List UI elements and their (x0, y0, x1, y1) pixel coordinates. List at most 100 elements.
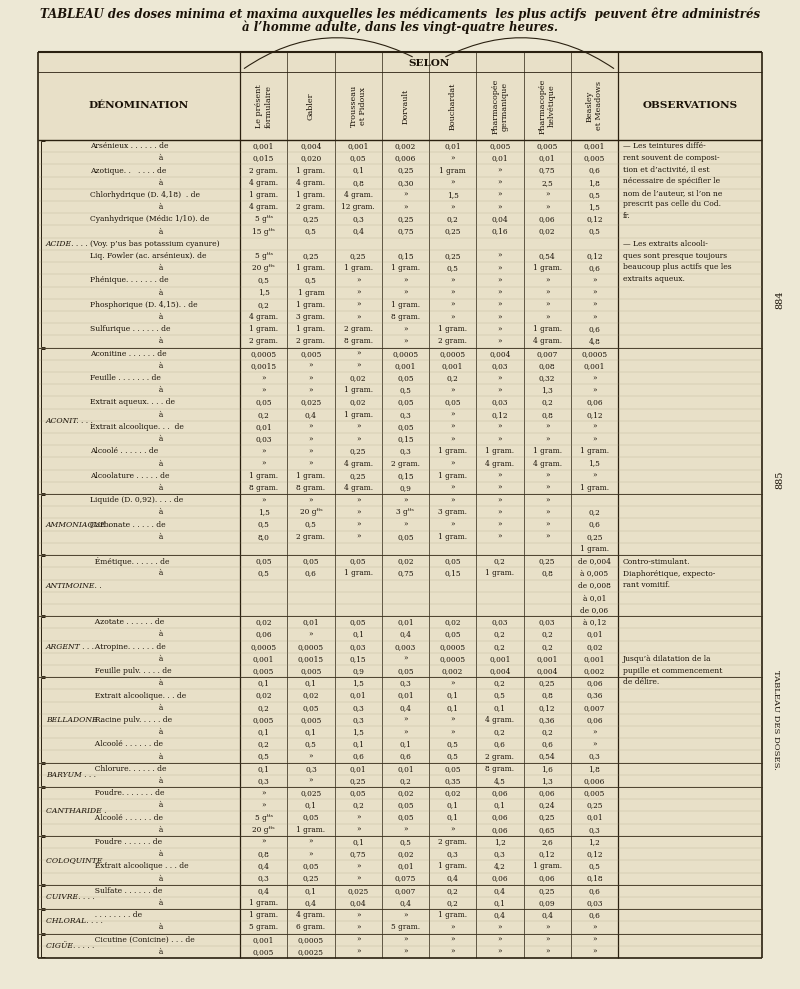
Text: 1 gram.: 1 gram. (533, 447, 562, 455)
Text: »: » (403, 911, 408, 919)
Text: »: » (498, 289, 502, 297)
Text: 0,32: 0,32 (539, 374, 555, 382)
Text: »: » (356, 874, 361, 882)
Text: à l’homme adulte, dans les vingt-quatre heures.: à l’homme adulte, dans les vingt-quatre … (242, 20, 558, 34)
Text: Beasley
et Meadows: Beasley et Meadows (586, 81, 603, 131)
Text: 0,1: 0,1 (352, 741, 364, 749)
Text: 4 gram.: 4 gram. (249, 179, 278, 187)
Text: 0,0005: 0,0005 (298, 936, 324, 944)
Text: »: » (498, 387, 502, 395)
Text: 0,2: 0,2 (258, 410, 270, 418)
Text: 0,05: 0,05 (255, 557, 272, 565)
Text: à: à (90, 753, 163, 761)
Text: »: » (498, 203, 502, 211)
Text: 1 gram.: 1 gram. (249, 899, 278, 907)
Text: »: » (262, 460, 266, 468)
Text: 0,2: 0,2 (446, 887, 458, 895)
Text: 0,35: 0,35 (444, 777, 461, 785)
Text: Poudre . . . . . . de: Poudre . . . . . . de (90, 838, 162, 846)
Text: 0,02: 0,02 (539, 227, 555, 235)
Text: 0,5: 0,5 (589, 862, 600, 870)
Text: »: » (309, 496, 313, 504)
Text: 0,0005: 0,0005 (250, 643, 277, 651)
Text: 0,01: 0,01 (397, 862, 414, 870)
Text: à 0,12: à 0,12 (582, 618, 606, 626)
Text: »: » (592, 301, 597, 309)
Text: »: » (592, 374, 597, 382)
Text: 0,08: 0,08 (539, 362, 555, 370)
Text: »: » (498, 508, 502, 516)
Text: à: à (90, 947, 163, 956)
Text: 1 gram.: 1 gram. (343, 387, 373, 395)
Text: rant vomitif.: rant vomitif. (623, 582, 670, 589)
Text: 0,06: 0,06 (586, 716, 602, 724)
Text: 0,4: 0,4 (399, 704, 411, 712)
Text: 1,5: 1,5 (352, 679, 364, 687)
Text: »: » (262, 387, 266, 395)
Text: 0,12: 0,12 (586, 216, 602, 224)
Text: 0,25: 0,25 (397, 216, 414, 224)
Text: 0,1: 0,1 (305, 801, 317, 809)
Text: 0,2: 0,2 (542, 399, 553, 406)
Text: »: » (403, 276, 408, 285)
Text: Trousseau
et Pidoux: Trousseau et Pidoux (350, 85, 366, 128)
Text: 0,001: 0,001 (537, 655, 558, 663)
Text: nom de l’auteur, si l’on ne: nom de l’auteur, si l’on ne (623, 189, 722, 197)
Text: »: » (545, 936, 550, 944)
Text: »: » (545, 435, 550, 443)
Text: 0,24: 0,24 (539, 801, 555, 809)
Text: 0,25: 0,25 (586, 533, 602, 541)
Text: Aconitine . . . . . . de: Aconitine . . . . . . de (90, 350, 166, 358)
Text: 0,005: 0,005 (584, 789, 605, 797)
Text: 0,6: 0,6 (541, 741, 553, 749)
Text: 5 gᵗᵗˢ: 5 gᵗᵗˢ (254, 252, 273, 260)
Text: 0,65: 0,65 (539, 826, 555, 834)
Text: Gabler: Gabler (307, 92, 315, 120)
Text: 0,005: 0,005 (300, 668, 322, 675)
Text: »: » (309, 447, 313, 455)
Text: »: » (498, 947, 502, 956)
Text: Phénique. . . . . . . de: Phénique. . . . . . . de (90, 276, 169, 285)
Text: 1 gram: 1 gram (439, 166, 466, 174)
Text: »: » (356, 924, 361, 932)
Text: 12 gram.: 12 gram. (342, 203, 375, 211)
Text: 1 gram.: 1 gram. (296, 191, 326, 199)
Text: 0,8: 0,8 (541, 570, 553, 578)
Text: »: » (450, 924, 455, 932)
Text: »: » (592, 289, 597, 297)
Text: 0,25: 0,25 (350, 777, 366, 785)
Text: 0,12: 0,12 (586, 851, 602, 858)
Text: 1 gram.: 1 gram. (249, 911, 278, 919)
Text: à: à (90, 154, 163, 162)
Text: 1,5: 1,5 (446, 191, 458, 199)
Text: 8 gram.: 8 gram. (391, 314, 420, 321)
Text: à: à (90, 460, 163, 468)
Text: »: » (403, 203, 408, 211)
Text: ANTIMOINE. .: ANTIMOINE. . (46, 582, 102, 589)
Text: »: » (450, 387, 455, 395)
Text: à: à (90, 387, 163, 395)
Text: »: » (262, 801, 266, 809)
Text: 0,03: 0,03 (350, 643, 366, 651)
Text: »: » (498, 337, 502, 345)
Text: 0,5: 0,5 (446, 741, 458, 749)
Text: 0,1: 0,1 (352, 166, 364, 174)
Text: »: » (403, 716, 408, 724)
Text: 0,25: 0,25 (444, 227, 461, 235)
Text: DÉNOMINATION: DÉNOMINATION (89, 102, 189, 111)
Text: 8 gram.: 8 gram. (296, 484, 326, 492)
Text: 0,2: 0,2 (399, 777, 411, 785)
Text: »: » (545, 276, 550, 285)
Text: 0,06: 0,06 (491, 826, 508, 834)
Text: 0,2: 0,2 (542, 630, 553, 639)
Text: 2 gram.: 2 gram. (391, 460, 420, 468)
Text: 0,15: 0,15 (397, 435, 414, 443)
Text: 0,004: 0,004 (300, 142, 322, 150)
Text: »: » (545, 314, 550, 321)
Text: 0,1: 0,1 (258, 679, 270, 687)
Text: »: » (450, 410, 455, 418)
Text: »: » (309, 753, 313, 761)
Text: à: à (90, 337, 163, 345)
Text: »: » (592, 276, 597, 285)
Text: 2 gram.: 2 gram. (486, 753, 514, 761)
